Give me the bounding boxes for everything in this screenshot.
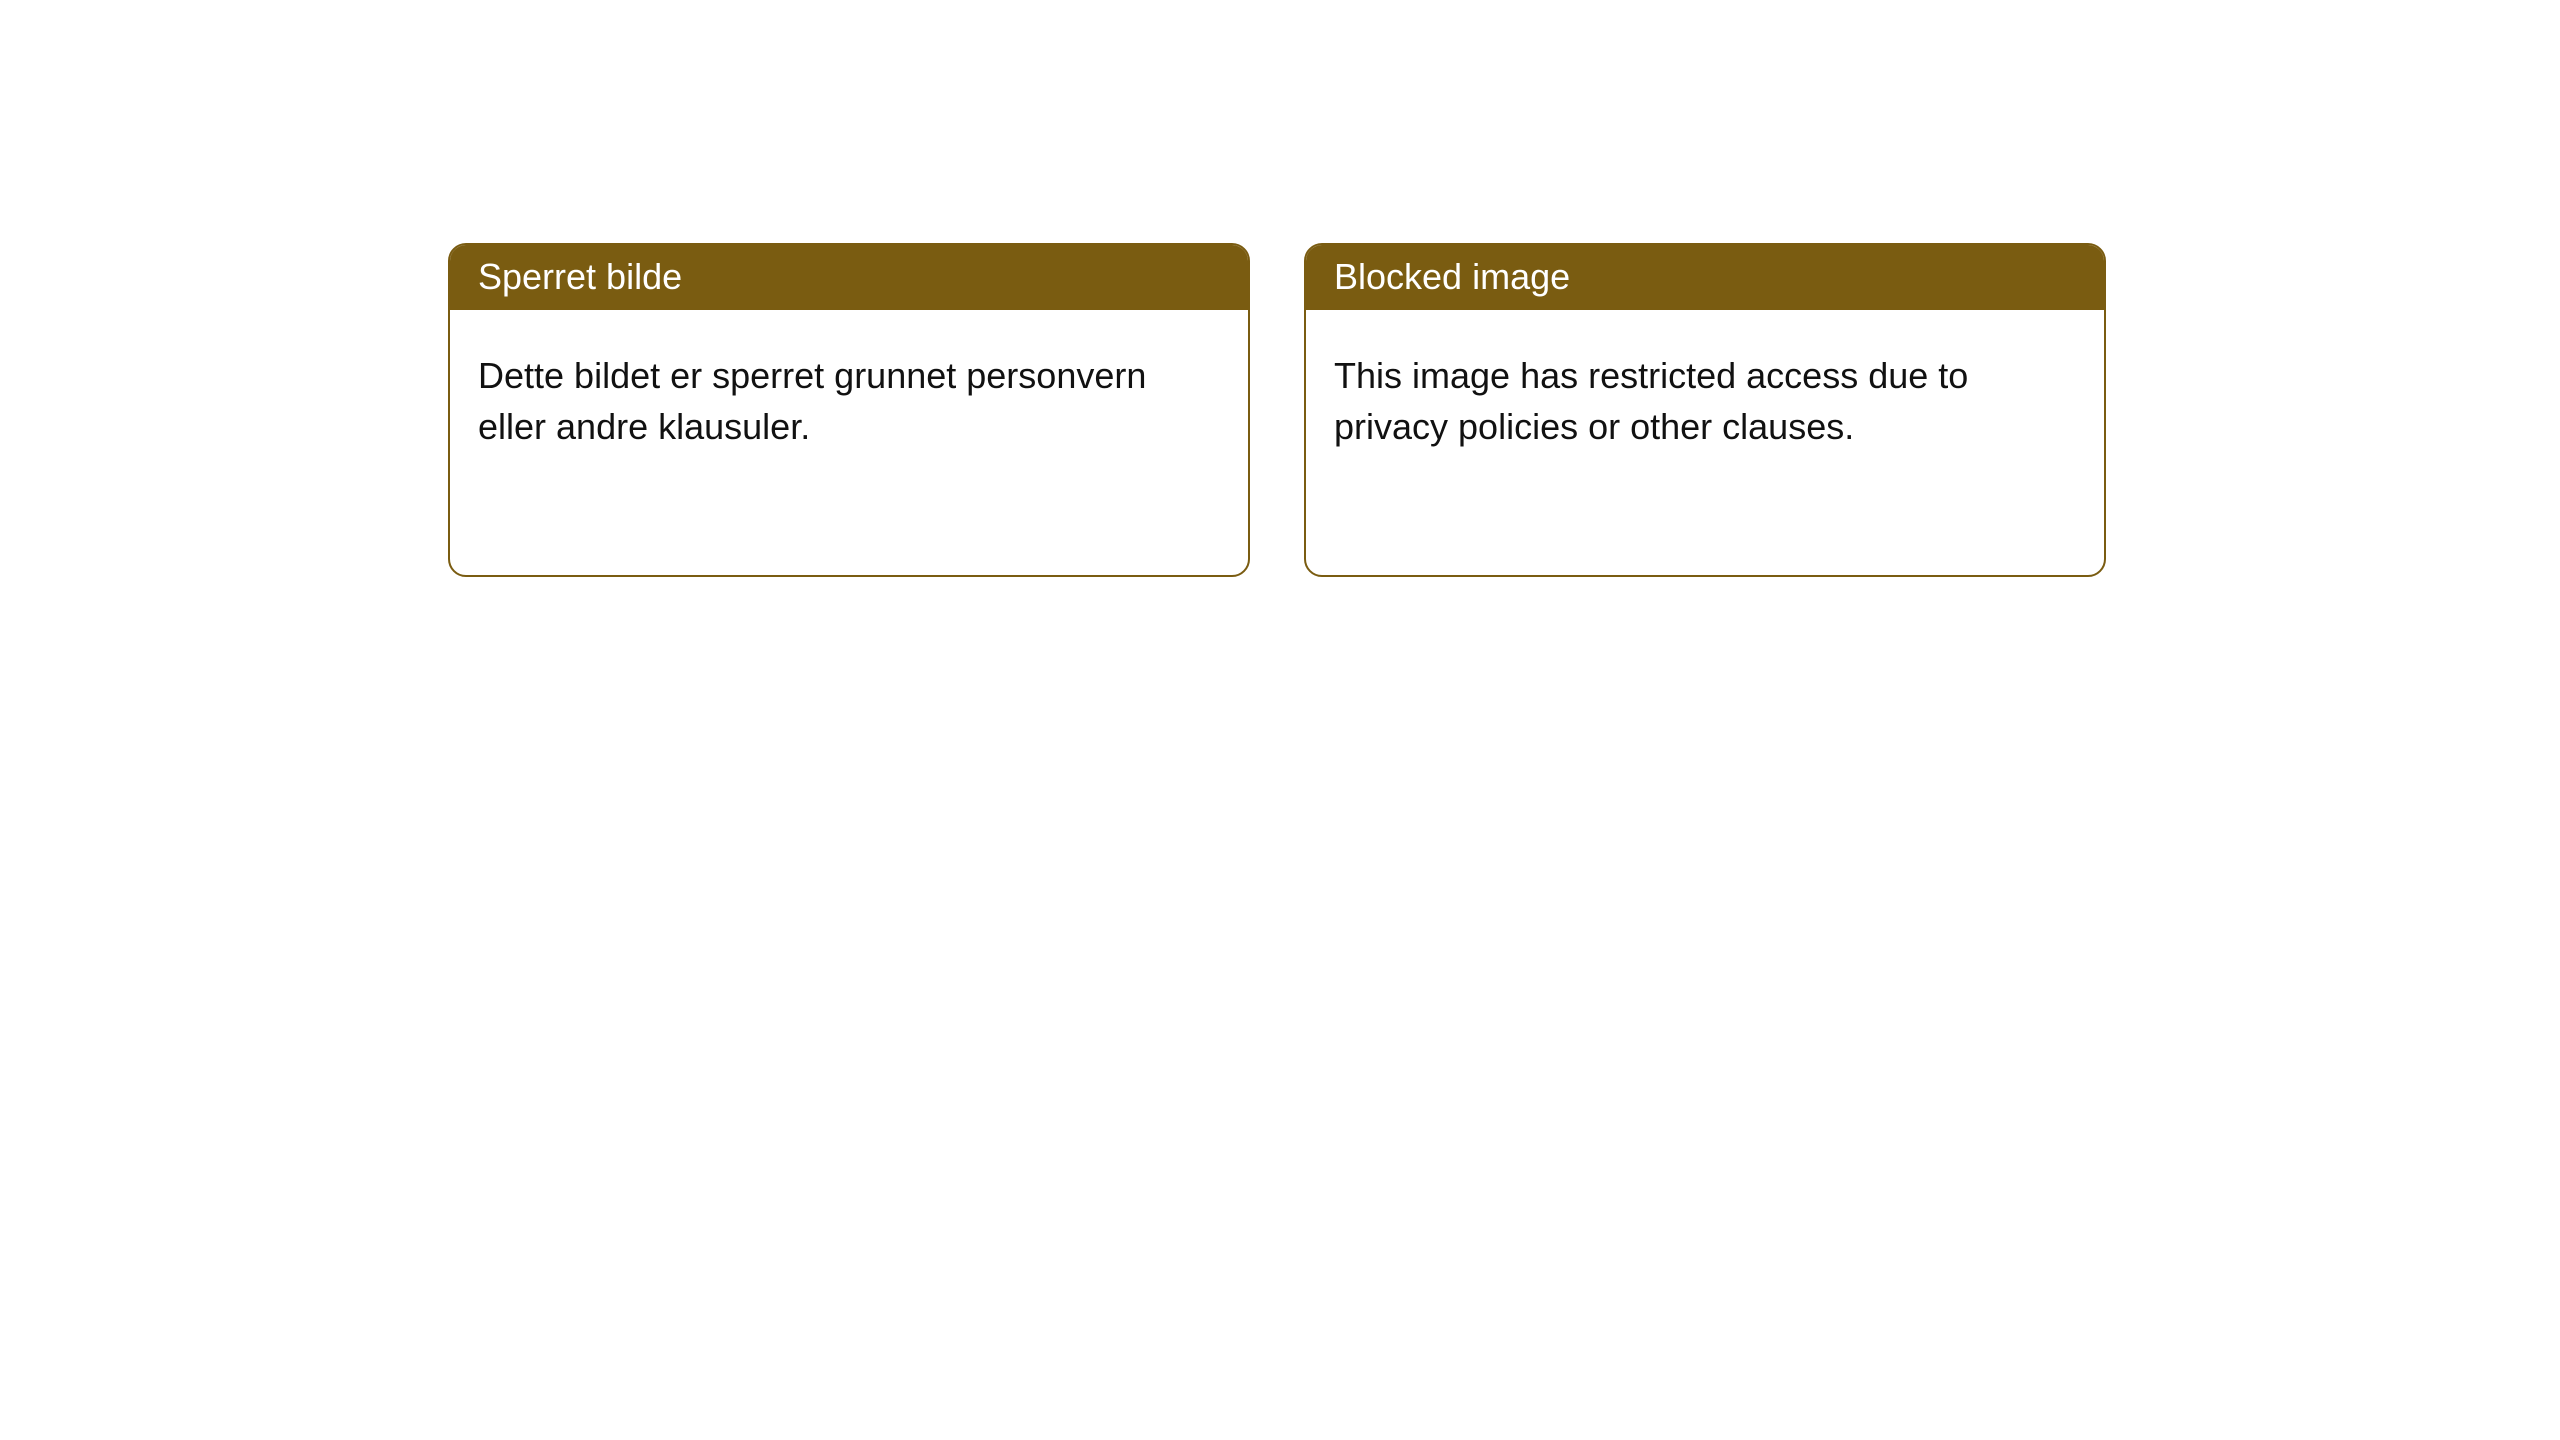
notice-card-en: Blocked image This image has restricted … bbox=[1304, 243, 2106, 577]
notice-card-text-no: Dette bildet er sperret grunnet personve… bbox=[450, 310, 1248, 480]
notice-card-text-en: This image has restricted access due to … bbox=[1306, 310, 2104, 480]
notice-card-title-no: Sperret bilde bbox=[450, 245, 1248, 310]
notice-card-title-en: Blocked image bbox=[1306, 245, 2104, 310]
notice-card-no: Sperret bilde Dette bildet er sperret gr… bbox=[448, 243, 1250, 577]
notice-container: Sperret bilde Dette bildet er sperret gr… bbox=[0, 0, 2560, 577]
